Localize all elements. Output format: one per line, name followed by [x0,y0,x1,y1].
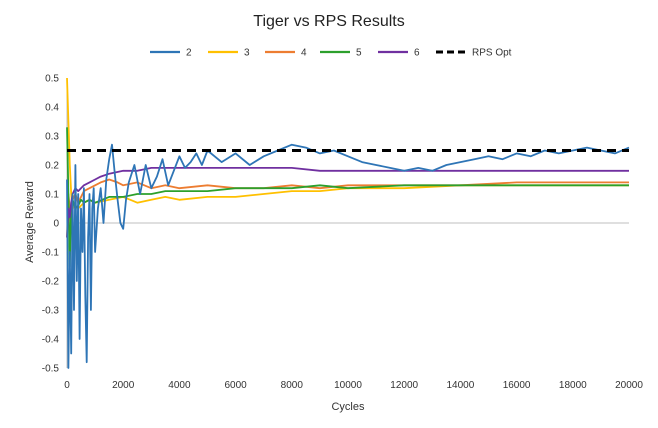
x-tick-label: 12000 [390,380,418,391]
legend-label: 6 [414,48,420,59]
x-tick-label: 2000 [112,380,135,391]
y-tick-label: -0.4 [42,335,60,346]
x-tick-label: 16000 [503,380,531,391]
y-axis-title: Average Reward [24,181,36,263]
x-tick-label: 20000 [615,380,643,391]
legend-label: 3 [244,48,250,59]
x-tick-label: 8000 [281,380,304,391]
y-tick-label: 0.1 [45,190,59,201]
y-axis: -0.5 -0.4 -0.3 -0.2 -0.1 0 0.1 0.2 0.3 0.4 0.5 [42,74,68,375]
series-line-5 [66,127,629,268]
chart-title: Tiger vs RPS Results [253,13,404,30]
x-tick-label: 0 [64,380,70,391]
x-tick-label: 18000 [559,380,587,391]
x-tick-label: 4000 [168,380,191,391]
y-tick-label: 0.5 [45,74,59,85]
y-tick-label: 0 [53,219,59,230]
y-tick-label: -0.5 [42,364,60,375]
x-tick-label: 14000 [446,380,474,391]
legend-label: 5 [356,48,362,59]
y-tick-label: -0.3 [42,306,60,317]
legend-label: RPS Opt [472,48,512,59]
series-line-6 [66,166,629,238]
x-axis: 0 2000 4000 6000 8000 10000 12000 14000 16000 180… [64,222,643,391]
x-axis-title: Cycles [331,401,365,413]
y-tick-label: -0.2 [42,277,60,288]
y-tick-label: 0.3 [45,132,59,143]
y-tick-label: 0.2 [45,161,59,172]
legend-label: 2 [186,48,192,59]
x-tick-label: 10000 [334,380,362,391]
legend-label: 4 [301,48,307,59]
y-tick-label: -0.1 [42,248,60,259]
x-tick-label: 6000 [224,380,247,391]
legend: 2 3 4 5 6 RPS Opt [150,48,512,59]
series-line-2 [66,143,630,369]
y-tick-label: 0.4 [45,103,59,114]
series-layer [66,77,630,369]
